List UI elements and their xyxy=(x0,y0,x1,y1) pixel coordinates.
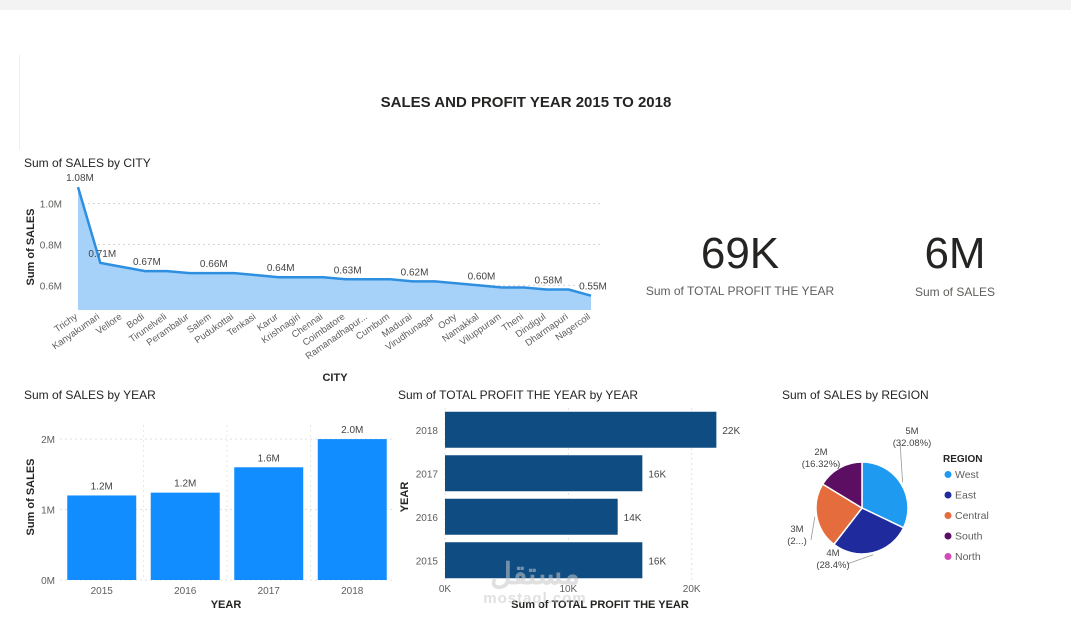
region-leader-line xyxy=(899,441,903,483)
region-legend-marker xyxy=(944,532,952,540)
region-slice-value-label: 4M xyxy=(826,548,839,559)
profit-bar-value-label: 16K xyxy=(648,556,666,567)
region-legend-label: Central xyxy=(955,510,989,522)
year-bar-value-label: 1.6M xyxy=(258,453,280,464)
region-pie-slice xyxy=(861,461,909,529)
kpi-profit-value: 69K xyxy=(700,229,780,278)
region-leader-line xyxy=(834,462,839,467)
kpi-profit-label: Sum of TOTAL PROFIT THE YEAR xyxy=(645,284,835,298)
kpi-sales-value: 6M xyxy=(924,229,986,278)
page-title: SALES AND PROFIT YEAR 2015 TO 2018 xyxy=(380,94,672,111)
profit-x-axis-title: Sum of TOTAL PROFIT THE YEAR xyxy=(511,599,689,611)
region-slice-value-label: 2M xyxy=(814,447,827,458)
profit-y-axis-title: YEAR xyxy=(399,482,411,513)
city-area xyxy=(78,187,591,310)
year-y-tick-label: 0M xyxy=(41,576,55,587)
city-data-label: 0.64M xyxy=(267,263,295,274)
city-data-label: 0.63M xyxy=(334,265,362,276)
top-bar xyxy=(0,0,1071,10)
profit-y-tick-label: 2015 xyxy=(416,556,439,567)
city-data-label: 0.55M xyxy=(579,282,607,293)
city-data-label: 0.67M xyxy=(133,257,161,268)
year-y-axis-title: Sum of SALES xyxy=(25,458,37,535)
region-pie-slice xyxy=(832,507,905,555)
year-x-tick-label: 2018 xyxy=(341,586,364,597)
region-leader-line xyxy=(846,554,874,565)
city-y-tick-label: 0.6M xyxy=(40,281,62,292)
region-pie-slice xyxy=(815,483,864,546)
city-data-label: 1.08M xyxy=(66,173,94,184)
year-x-tick-label: 2017 xyxy=(258,586,281,597)
region-slice-value-label: 3M xyxy=(790,524,803,535)
city-data-label: 0.58M xyxy=(534,276,562,287)
divider xyxy=(19,55,20,150)
city-data-label: 0.62M xyxy=(401,267,429,278)
region-leader-line xyxy=(810,516,816,541)
city-data-label: 0.71M xyxy=(88,249,116,260)
region-slice-value-label: 5M xyxy=(905,426,918,437)
profit-bar xyxy=(445,542,643,579)
region-legend-label: South xyxy=(955,531,983,543)
region-legend-label: East xyxy=(955,490,976,502)
region-chart-title: Sum of SALES by REGION xyxy=(782,388,929,402)
region-slice-pct-label: (16.32%) xyxy=(802,459,841,470)
city-y-tick-label: 1.0M xyxy=(40,199,62,210)
city-y-axis-title: Sum of SALES xyxy=(25,208,37,285)
region-legend-title: REGION xyxy=(943,454,982,465)
kpi-sales-label: Sum of SALES xyxy=(914,285,996,299)
region-pie-slice xyxy=(821,461,863,510)
profit-bar-value-label: 14K xyxy=(624,513,642,524)
profit-bar xyxy=(445,411,717,448)
region-legend-label: West xyxy=(955,469,979,481)
city-x-axis-title: CITY xyxy=(322,372,348,384)
profit-x-tick-label: 10K xyxy=(559,584,577,595)
region-slice-pct-label: (2...) xyxy=(787,536,807,547)
watermark-logo: مستقل mostaql.com xyxy=(470,558,600,608)
region-legend-marker xyxy=(944,471,952,478)
year-y-tick-label: 2M xyxy=(41,435,55,446)
watermark-latin: mostaql.com xyxy=(483,590,587,607)
profit-chart-title: Sum of TOTAL PROFIT THE YEAR by YEAR xyxy=(398,388,639,402)
profit-x-tick-label: 20K xyxy=(683,584,701,595)
region-legend-marker xyxy=(944,553,952,560)
region-slice-pct-label: (32.08%) xyxy=(893,438,932,449)
year-chart-title: Sum of SALES by YEAR xyxy=(24,388,156,402)
region-legend-marker xyxy=(944,491,952,499)
profit-bar xyxy=(445,455,643,492)
city-data-label: 0.66M xyxy=(200,259,228,270)
year-bar xyxy=(317,439,387,580)
year-bar-value-label: 1.2M xyxy=(174,479,196,490)
city-data-label: 0.60M xyxy=(468,271,496,282)
year-y-tick-label: 1M xyxy=(41,506,55,517)
year-bar xyxy=(150,492,220,580)
year-bar-value-label: 1.2M xyxy=(91,481,113,492)
profit-y-tick-label: 2018 xyxy=(416,426,439,437)
region-legend-marker xyxy=(944,512,952,519)
year-x-tick-label: 2016 xyxy=(174,586,197,597)
year-bar xyxy=(234,467,304,580)
watermark-arabic: مستقل xyxy=(490,558,580,591)
profit-x-tick-label: 0K xyxy=(439,584,452,595)
city-x-tick-label: Vellore xyxy=(94,311,124,337)
city-series-line xyxy=(76,186,592,297)
profit-bar-value-label: 16K xyxy=(648,469,666,480)
year-bar xyxy=(67,495,137,580)
city-chart-title: Sum of SALES by CITY xyxy=(24,156,151,170)
profit-bar-value-label: 22K xyxy=(722,426,740,437)
profit-bar xyxy=(445,498,618,535)
year-x-tick-label: 2015 xyxy=(91,586,114,597)
region-legend-label: North xyxy=(955,551,981,563)
region-slice-pct-label: (28.4%) xyxy=(816,560,849,571)
city-y-tick-label: 0.8M xyxy=(40,240,62,251)
profit-y-tick-label: 2016 xyxy=(416,513,439,524)
profit-y-tick-label: 2017 xyxy=(416,469,439,480)
year-x-axis-title: YEAR xyxy=(211,599,242,611)
year-bar-value-label: 2.0M xyxy=(341,425,363,436)
